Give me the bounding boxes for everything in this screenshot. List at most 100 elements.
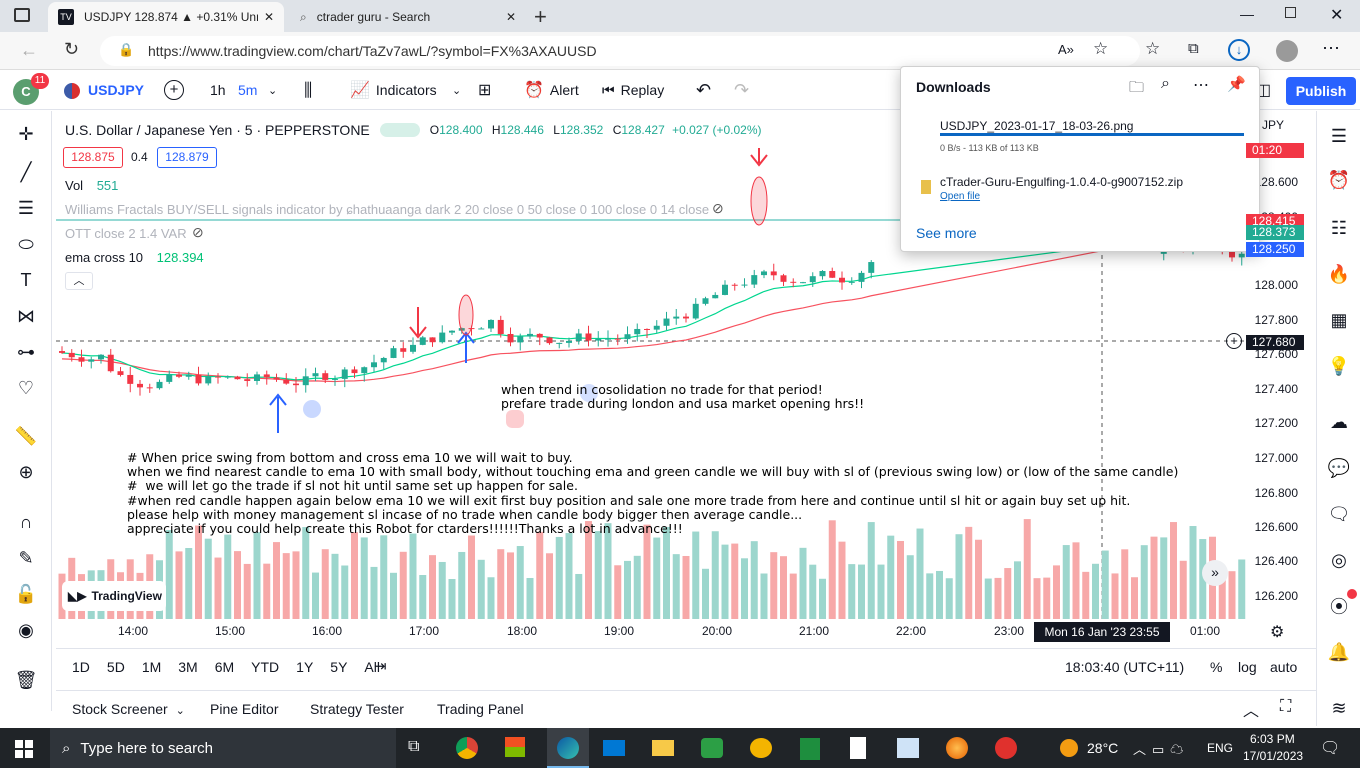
settings-gear-icon[interactable]: ⚙ bbox=[1270, 624, 1285, 641]
close-tab-icon[interactable]: ✕ bbox=[505, 10, 516, 24]
collections-icon[interactable]: ⧉ bbox=[1188, 40, 1199, 57]
range-button[interactable]: 1M bbox=[141, 659, 162, 675]
clock-readout[interactable]: 18:03:40 (UTC+11) bbox=[1065, 659, 1185, 675]
task-view-icon[interactable]: ⧉ bbox=[408, 738, 420, 755]
crosshair-plus-icon[interactable]: + bbox=[1226, 333, 1242, 349]
bid-box[interactable]: 128.875 bbox=[63, 147, 123, 168]
auto-toggle[interactable]: auto bbox=[1270, 659, 1298, 675]
tab-actions-icon[interactable] bbox=[14, 8, 30, 22]
log-toggle[interactable]: log bbox=[1238, 659, 1257, 675]
data-window-icon[interactable]: ☷ bbox=[1330, 217, 1348, 238]
crosshair-icon[interactable]: ✛ bbox=[18, 123, 34, 144]
file2-name[interactable]: cTrader-Guru-Engulfing-1.0.4-0-g9007152.… bbox=[940, 175, 1184, 189]
back-icon[interactable]: ← bbox=[20, 40, 38, 60]
chrome-icon[interactable] bbox=[456, 737, 478, 759]
minimize-button[interactable]: — bbox=[1240, 6, 1254, 22]
interval-1h[interactable]: 1h bbox=[210, 82, 226, 98]
tray-icons[interactable]: ︿▭☁ bbox=[1133, 742, 1190, 757]
clock-time[interactable]: 6:03 PM bbox=[1250, 732, 1295, 746]
close-tab-icon[interactable]: ✕ bbox=[263, 10, 274, 24]
tab-stock-screener[interactable]: Stock Screener ⌄ bbox=[72, 701, 185, 717]
patterns-icon[interactable]: ⬭ bbox=[18, 233, 34, 254]
visibility-icon[interactable]: ◉ bbox=[18, 619, 34, 640]
edge-icon[interactable] bbox=[547, 728, 589, 768]
favorites-icon[interactable]: ☆ bbox=[1145, 39, 1161, 58]
new-tab-button[interactable]: + bbox=[534, 4, 547, 29]
more-menu-icon[interactable]: ⋯ bbox=[1322, 38, 1340, 58]
lock-drawings-icon[interactable]: 🔓 bbox=[14, 583, 38, 604]
downloads-icon[interactable]: ↓ bbox=[1228, 39, 1250, 61]
open-file-link[interactable]: Open file bbox=[940, 191, 981, 202]
price-axis[interactable]: 128.600128.400128.000127.800127.600127.4… bbox=[1246, 115, 1312, 619]
notes-icon[interactable]: 🗨 bbox=[1327, 503, 1351, 524]
taskbar-search[interactable]: ⌕ Type here to search bbox=[50, 728, 396, 768]
pine-logo-icon[interactable]: ≋ bbox=[1331, 697, 1347, 718]
tab-tradingview[interactable]: TV USDJPY 128.874 ▲ +0.31% Unna ✕ bbox=[48, 2, 284, 32]
redo-icon[interactable]: ↷ bbox=[734, 79, 750, 100]
alert-button[interactable]: ⏰ Alert bbox=[524, 82, 579, 99]
interval-5m[interactable]: 5m bbox=[238, 82, 258, 98]
time-axis[interactable]: 14:00 15:00 16:00 17:00 18:00 19:00 20:00 21:00… bbox=[56, 620, 1312, 644]
undo-icon[interactable]: ↶ bbox=[696, 79, 712, 100]
url-field[interactable]: 🔒 https://www.tradingview.com/chart/TaZv… bbox=[100, 36, 1140, 66]
file1-name[interactable]: USDJPY_2023-01-17_18-03-26.png bbox=[940, 119, 1134, 133]
range-button[interactable]: 1D bbox=[72, 659, 90, 675]
app-icon-3[interactable] bbox=[800, 738, 820, 760]
broadcast-icon[interactable]: ◎ bbox=[1331, 549, 1347, 570]
chart-type-icon[interactable]: ⫼ bbox=[304, 79, 313, 100]
range-button[interactable]: 3M bbox=[178, 659, 198, 675]
search-icon[interactable]: ⌕ bbox=[1161, 75, 1170, 92]
range-button[interactable]: All bbox=[364, 659, 380, 675]
chats-icon[interactable]: 💬 bbox=[1327, 457, 1351, 478]
app-icon-2[interactable] bbox=[750, 738, 772, 758]
watchlist-icon[interactable]: ☰ bbox=[1330, 125, 1348, 146]
maximize-icon[interactable]: ⛶ bbox=[1280, 698, 1292, 715]
action-center-icon[interactable]: 🗨 bbox=[1320, 740, 1341, 757]
trendline-icon[interactable]: ╱ bbox=[20, 161, 32, 182]
open-folder-icon[interactable]: 🗀 bbox=[1129, 79, 1145, 96]
profile-avatar[interactable] bbox=[1276, 40, 1298, 62]
pin-icon[interactable]: 📌 bbox=[1227, 76, 1246, 93]
interval-dropdown-icon[interactable]: ⌄ bbox=[268, 84, 278, 97]
collapse-legend-button[interactable]: ︿ bbox=[65, 272, 93, 290]
language-indicator[interactable]: ENG bbox=[1207, 741, 1234, 755]
favorites-heart-icon[interactable]: ♡ bbox=[17, 377, 35, 398]
streams-icon[interactable]: ☁ bbox=[1330, 411, 1348, 432]
magnet-icon[interactable]: ∩ bbox=[19, 511, 33, 532]
ideas-icon[interactable]: 💡 bbox=[1327, 355, 1351, 376]
close-window-button[interactable]: ✕ bbox=[1330, 7, 1344, 24]
ctrader-icon[interactable] bbox=[995, 737, 1017, 759]
hotlist-icon[interactable]: 🔥 bbox=[1327, 263, 1351, 284]
percent-toggle[interactable]: % bbox=[1210, 659, 1223, 675]
layouts-icon[interactable]: ⊞ bbox=[478, 82, 492, 99]
trash-icon[interactable]: 🗑 bbox=[14, 669, 38, 690]
fib-icon[interactable]: ☰ bbox=[17, 197, 35, 218]
ruler-icon[interactable]: 📏 bbox=[14, 425, 38, 446]
store-icon[interactable] bbox=[505, 737, 525, 757]
text-icon[interactable]: T bbox=[20, 269, 32, 290]
replay-button[interactable]: ⏮ Replay bbox=[602, 81, 665, 99]
compare-icon[interactable]: + bbox=[164, 80, 184, 100]
file-explorer-icon[interactable] bbox=[652, 740, 674, 756]
eye-off-icon[interactable]: ⊘ bbox=[192, 224, 204, 240]
read-aloud-icon[interactable]: A» bbox=[1058, 42, 1074, 57]
range-button[interactable]: YTD bbox=[251, 659, 280, 675]
price-chart[interactable] bbox=[56, 115, 1246, 619]
live-icon[interactable]: ⦿ bbox=[1330, 597, 1348, 617]
range-button[interactable]: 6M bbox=[214, 659, 235, 675]
mail-icon[interactable] bbox=[603, 740, 625, 756]
tab-search[interactable]: ⌕ ctrader guru - Search ✕ bbox=[300, 9, 516, 25]
scroll-right-button[interactable]: » bbox=[1202, 560, 1228, 586]
see-more-link[interactable]: See more bbox=[916, 225, 977, 241]
more-icon[interactable]: ⋯ bbox=[1193, 77, 1209, 94]
range-button[interactable]: 5Y bbox=[330, 659, 348, 675]
refresh-icon[interactable]: ↻ bbox=[64, 39, 80, 59]
alerts-clock-icon[interactable]: ⏰ bbox=[1327, 169, 1351, 190]
range-button[interactable]: 1Y bbox=[296, 659, 314, 675]
prediction-icon[interactable]: ⊶ bbox=[17, 341, 35, 362]
eye-off-icon[interactable]: ⊘ bbox=[712, 200, 724, 216]
calendar-icon[interactable]: ▦ bbox=[1330, 309, 1348, 330]
app-icon-4[interactable] bbox=[850, 737, 866, 759]
publish-button[interactable]: Publish bbox=[1286, 77, 1356, 105]
firefox-icon[interactable] bbox=[946, 737, 968, 759]
